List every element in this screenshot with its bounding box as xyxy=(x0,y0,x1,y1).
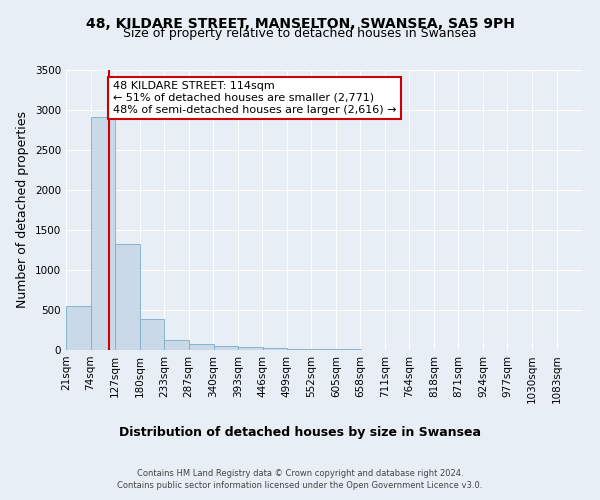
Bar xyxy=(238,347,263,350)
Bar xyxy=(189,344,214,350)
Text: Distribution of detached houses by size in Swansea: Distribution of detached houses by size … xyxy=(119,426,481,439)
Bar xyxy=(214,346,238,350)
Text: 48 KILDARE STREET: 114sqm
← 51% of detached houses are smaller (2,771)
48% of se: 48 KILDARE STREET: 114sqm ← 51% of detac… xyxy=(113,82,396,114)
Bar xyxy=(140,319,164,350)
Bar xyxy=(164,340,188,350)
Bar xyxy=(287,348,312,350)
Bar xyxy=(66,306,91,350)
Bar xyxy=(312,349,336,350)
Bar xyxy=(91,117,115,350)
Text: Contains HM Land Registry data © Crown copyright and database right 2024.
Contai: Contains HM Land Registry data © Crown c… xyxy=(118,469,482,490)
Bar xyxy=(115,244,140,350)
Text: 48, KILDARE STREET, MANSELTON, SWANSEA, SA5 9PH: 48, KILDARE STREET, MANSELTON, SWANSEA, … xyxy=(86,18,514,32)
Y-axis label: Number of detached properties: Number of detached properties xyxy=(16,112,29,308)
Bar xyxy=(263,348,287,350)
Text: Size of property relative to detached houses in Swansea: Size of property relative to detached ho… xyxy=(123,28,477,40)
